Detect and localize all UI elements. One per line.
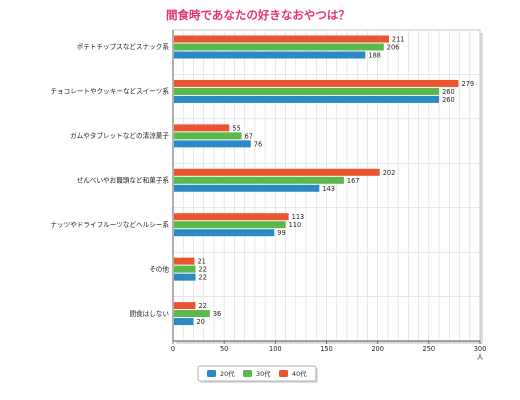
x-tick-label: 250 (423, 345, 436, 353)
data-label: 76 (254, 140, 262, 148)
data-label: 55 (232, 124, 240, 132)
x-tick-label: 200 (371, 345, 384, 353)
data-label: 99 (277, 229, 285, 237)
data-label: 143 (322, 185, 335, 193)
bar (174, 318, 194, 326)
data-label: 22 (199, 274, 207, 282)
x-tick-label: 50 (220, 345, 228, 353)
x-tick-label: 150 (320, 345, 333, 353)
data-label: 167 (347, 177, 360, 185)
legend-label: 20代 (220, 369, 235, 378)
bar (174, 221, 286, 229)
data-label: 113 (292, 213, 305, 221)
data-label: 22 (199, 302, 207, 310)
bar (174, 257, 195, 265)
data-label: 188 (368, 52, 381, 60)
bar (174, 87, 440, 95)
legend-label: 30代 (256, 369, 271, 378)
bar (174, 51, 366, 59)
bar (174, 229, 275, 237)
legend-label: 40代 (292, 369, 307, 378)
legend-box (197, 365, 317, 382)
bar (174, 265, 196, 273)
data-label: 21 (197, 258, 205, 266)
bar (174, 168, 380, 176)
legend: 20代 30代 40代 (197, 365, 318, 383)
category-label: せんべいやお饅頭など和菓子系 (77, 175, 170, 184)
bar (174, 184, 320, 192)
legend-swatch (279, 370, 288, 377)
data-label: 202 (383, 169, 396, 177)
data-label: 211 (392, 36, 405, 44)
data-label: 22 (199, 266, 207, 274)
category-label: ガムやタブレットなどの清涼菓子 (70, 131, 169, 140)
data-label: 67 (245, 132, 253, 140)
data-label: 279 (462, 80, 475, 88)
category-label: ナッツやドライフルーツなどヘルシー系 (50, 220, 169, 229)
data-label: 260 (442, 96, 455, 104)
data-label: 260 (442, 88, 455, 96)
bar (174, 140, 251, 148)
bar (174, 35, 389, 43)
category-label: その他 (149, 264, 169, 273)
category-label: 間食はしない (129, 309, 169, 318)
category-label: チョコレートやクッキーなどスイーツ系 (50, 87, 169, 96)
bar (174, 302, 196, 310)
x-tick-label: 300 (474, 345, 487, 353)
bar (174, 79, 459, 87)
data-label: 36 (213, 310, 221, 318)
data-label: 20 (196, 318, 204, 326)
bar (174, 213, 289, 221)
data-label: 110 (289, 221, 302, 229)
bar (174, 43, 384, 51)
bar (174, 132, 242, 140)
bar (174, 273, 196, 281)
bar (174, 124, 230, 132)
chart-title: 間食時であなたの好きなおやつは？ (166, 8, 350, 22)
x-tick-label: 100 (269, 345, 282, 353)
legend-swatch (207, 370, 216, 377)
data-label: 206 (387, 44, 400, 52)
x-axis-unit: 人 (477, 353, 484, 361)
legend-swatch (243, 370, 252, 377)
x-tick-label: 0 (171, 345, 175, 353)
bar (174, 310, 210, 318)
bar (174, 95, 440, 103)
bar (174, 176, 344, 184)
category-label: ポテトチップスなどスナック系 (77, 42, 170, 51)
